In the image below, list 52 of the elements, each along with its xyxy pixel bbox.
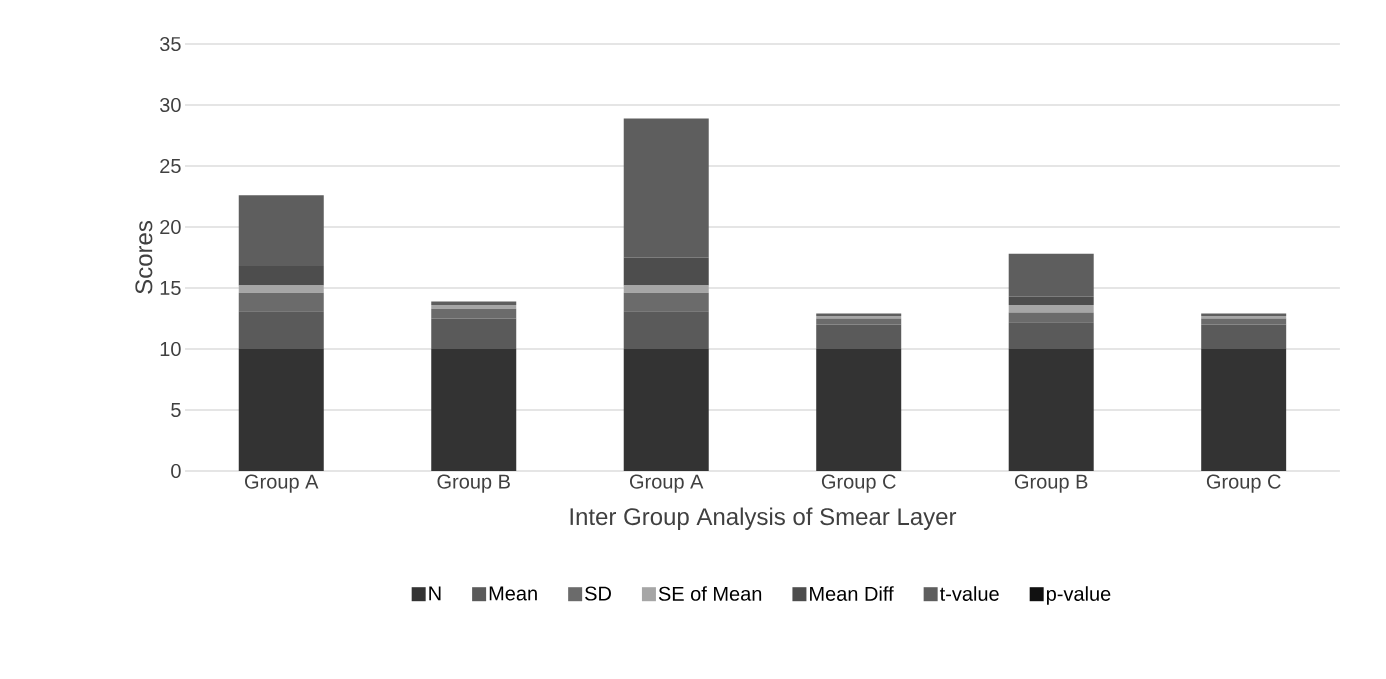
bar xyxy=(431,318,517,349)
bar xyxy=(623,348,709,471)
bar xyxy=(1008,348,1094,471)
legend-label: N xyxy=(429,586,441,601)
legend-label: SD xyxy=(585,586,611,601)
bar xyxy=(238,266,324,286)
bar xyxy=(238,348,324,471)
y-tick-label: 0 xyxy=(171,463,181,479)
x-tick-label: Group B xyxy=(1014,474,1088,493)
bar xyxy=(1201,318,1287,325)
legend-label: Mean Diff xyxy=(810,586,894,601)
x-axis-title: Inter Group Analysis of Smear Layer xyxy=(570,507,957,530)
bar xyxy=(816,318,902,325)
y-tick-label: 5 xyxy=(171,403,181,417)
x-tick-label: Group A xyxy=(630,474,704,493)
bar xyxy=(623,285,709,293)
bar xyxy=(1008,253,1094,297)
y-axis-title: Scores xyxy=(135,221,153,294)
bar xyxy=(623,292,709,312)
bar xyxy=(623,118,709,258)
bar xyxy=(816,324,902,349)
y-tick-label: 25 xyxy=(160,158,181,174)
bar xyxy=(431,301,517,306)
x-tick-label: Group A xyxy=(245,474,319,493)
legend-label: p-value xyxy=(1046,586,1111,605)
bar xyxy=(431,308,517,319)
bar xyxy=(431,305,517,309)
bar xyxy=(1008,296,1094,306)
bar xyxy=(238,292,324,312)
y-tick-label: 15 xyxy=(160,281,181,295)
y-tick-label: 35 xyxy=(160,36,181,52)
y-tick-label: 10 xyxy=(160,341,181,357)
legend-label: t-value xyxy=(939,586,999,601)
x-tick-label: Group C xyxy=(821,474,896,493)
bar xyxy=(1008,312,1094,323)
bar xyxy=(1201,348,1287,471)
bar xyxy=(1008,305,1094,313)
bar xyxy=(431,348,517,471)
bar xyxy=(238,311,324,349)
bar xyxy=(816,348,902,471)
x-tick-label: Group C xyxy=(1206,474,1281,493)
bar xyxy=(623,311,709,349)
bar xyxy=(1008,322,1094,349)
legend-label: Mean xyxy=(489,586,537,601)
bar xyxy=(623,257,709,286)
bar xyxy=(238,195,324,267)
y-tick-label: 20 xyxy=(160,219,181,235)
bar xyxy=(1201,324,1287,349)
y-tick-label: 30 xyxy=(160,97,181,113)
legend-label: SE of Mean xyxy=(658,586,762,601)
x-tick-label: Group B xyxy=(437,474,510,493)
bar xyxy=(238,285,324,293)
